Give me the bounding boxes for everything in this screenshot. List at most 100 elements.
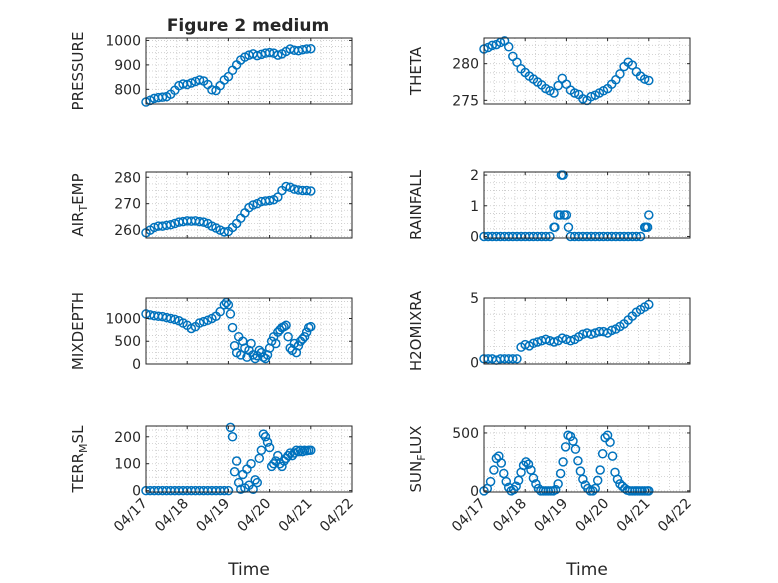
data-point (198, 217, 209, 227)
axes-box (483, 297, 691, 365)
data-point (248, 484, 258, 495)
data-point (260, 432, 271, 442)
data-point (279, 321, 289, 332)
axes-box (145, 171, 353, 239)
data-point (306, 44, 316, 54)
subplot-3: 260 270 280 AIRTEMP (69, 170, 353, 239)
data-point (565, 335, 576, 346)
data-point (496, 458, 507, 468)
y-tick-label: 270 (114, 197, 141, 213)
data-point (489, 465, 499, 475)
data-point (306, 445, 316, 455)
data-point (558, 170, 568, 180)
chart-title: Figure 2 medium (167, 16, 329, 36)
data-point (268, 458, 279, 469)
data-point (550, 222, 560, 233)
data-point (236, 484, 246, 495)
axes-box (483, 171, 691, 239)
data-point (227, 432, 238, 442)
y-axis-label: RAINFALL (407, 169, 425, 240)
series-markers (479, 170, 654, 242)
data-point (254, 345, 265, 356)
grid (484, 298, 690, 364)
data-point (229, 467, 240, 477)
y-tick-label: 900 (114, 58, 141, 74)
data-point (207, 85, 217, 95)
data-point (165, 313, 176, 324)
y-tick-label: 1000 (105, 33, 141, 49)
data-point (182, 79, 192, 90)
data-point (528, 338, 539, 349)
y-tick-label: 500 (114, 334, 141, 350)
data-point (250, 475, 260, 485)
data-point (615, 69, 625, 79)
data-point (565, 431, 576, 442)
data-point (555, 210, 565, 220)
data-point (246, 458, 256, 469)
data-point (248, 200, 258, 210)
data-point (485, 476, 496, 487)
subplot-4: 0 1 2 RAINFALL (407, 168, 691, 245)
data-point (561, 210, 572, 220)
data-point (578, 474, 588, 485)
data-point (590, 483, 600, 494)
y-axis-label: SUNFLUX (407, 426, 428, 493)
data-point (545, 231, 555, 242)
data-point (597, 449, 608, 459)
data-point (526, 465, 536, 475)
y-tick-label: 800 (114, 82, 141, 98)
y-tick-label: 280 (114, 170, 141, 186)
data-point (221, 297, 232, 308)
data-point (549, 337, 559, 347)
y-tick-label: 260 (114, 223, 141, 239)
grid (146, 38, 352, 104)
y-axis-label: AIRTEMP (69, 173, 90, 236)
data-point (586, 329, 596, 339)
grid (146, 426, 352, 492)
grid (146, 298, 352, 364)
data-point (157, 92, 168, 102)
data-point (281, 181, 291, 192)
data-point (607, 451, 618, 461)
data-point (627, 60, 638, 70)
y-tick-label: 500 (452, 426, 479, 442)
data-point (170, 314, 180, 325)
data-point (605, 437, 615, 447)
data-point (225, 309, 236, 319)
data-point (297, 334, 308, 344)
axes-box (145, 37, 353, 105)
data-point (644, 210, 654, 220)
data-point (271, 338, 281, 349)
data-point (586, 91, 596, 102)
data-point (487, 40, 497, 51)
data-point (558, 457, 568, 467)
data-point (499, 468, 509, 479)
data-point (569, 88, 580, 98)
data-point (215, 306, 225, 317)
data-point (186, 78, 197, 88)
data-point (563, 222, 574, 233)
data-point (635, 231, 646, 242)
subplot-5: 0 500 1000 MIXDEPTH (69, 292, 353, 373)
subplot-6: 0 5 H2OMIXRA (407, 290, 691, 372)
data-point (511, 481, 521, 491)
data-point (549, 88, 559, 98)
y-tick-label: 2 (470, 168, 479, 184)
data-point (283, 331, 293, 342)
y-tick-label: 275 (452, 93, 479, 109)
y-tick-label: 0 (470, 229, 479, 245)
y-tick-label: 200 (114, 430, 141, 446)
data-point (531, 479, 541, 489)
data-point (223, 485, 234, 496)
data-point (578, 94, 588, 104)
data-point (560, 442, 571, 452)
data-point (575, 466, 586, 476)
data-point (568, 436, 578, 446)
data-point (508, 354, 518, 364)
series-markers (141, 422, 316, 496)
y-axis-label: PRESSURE (69, 32, 87, 111)
data-point (503, 42, 514, 52)
data-point (528, 473, 539, 483)
axes-box (145, 425, 353, 493)
